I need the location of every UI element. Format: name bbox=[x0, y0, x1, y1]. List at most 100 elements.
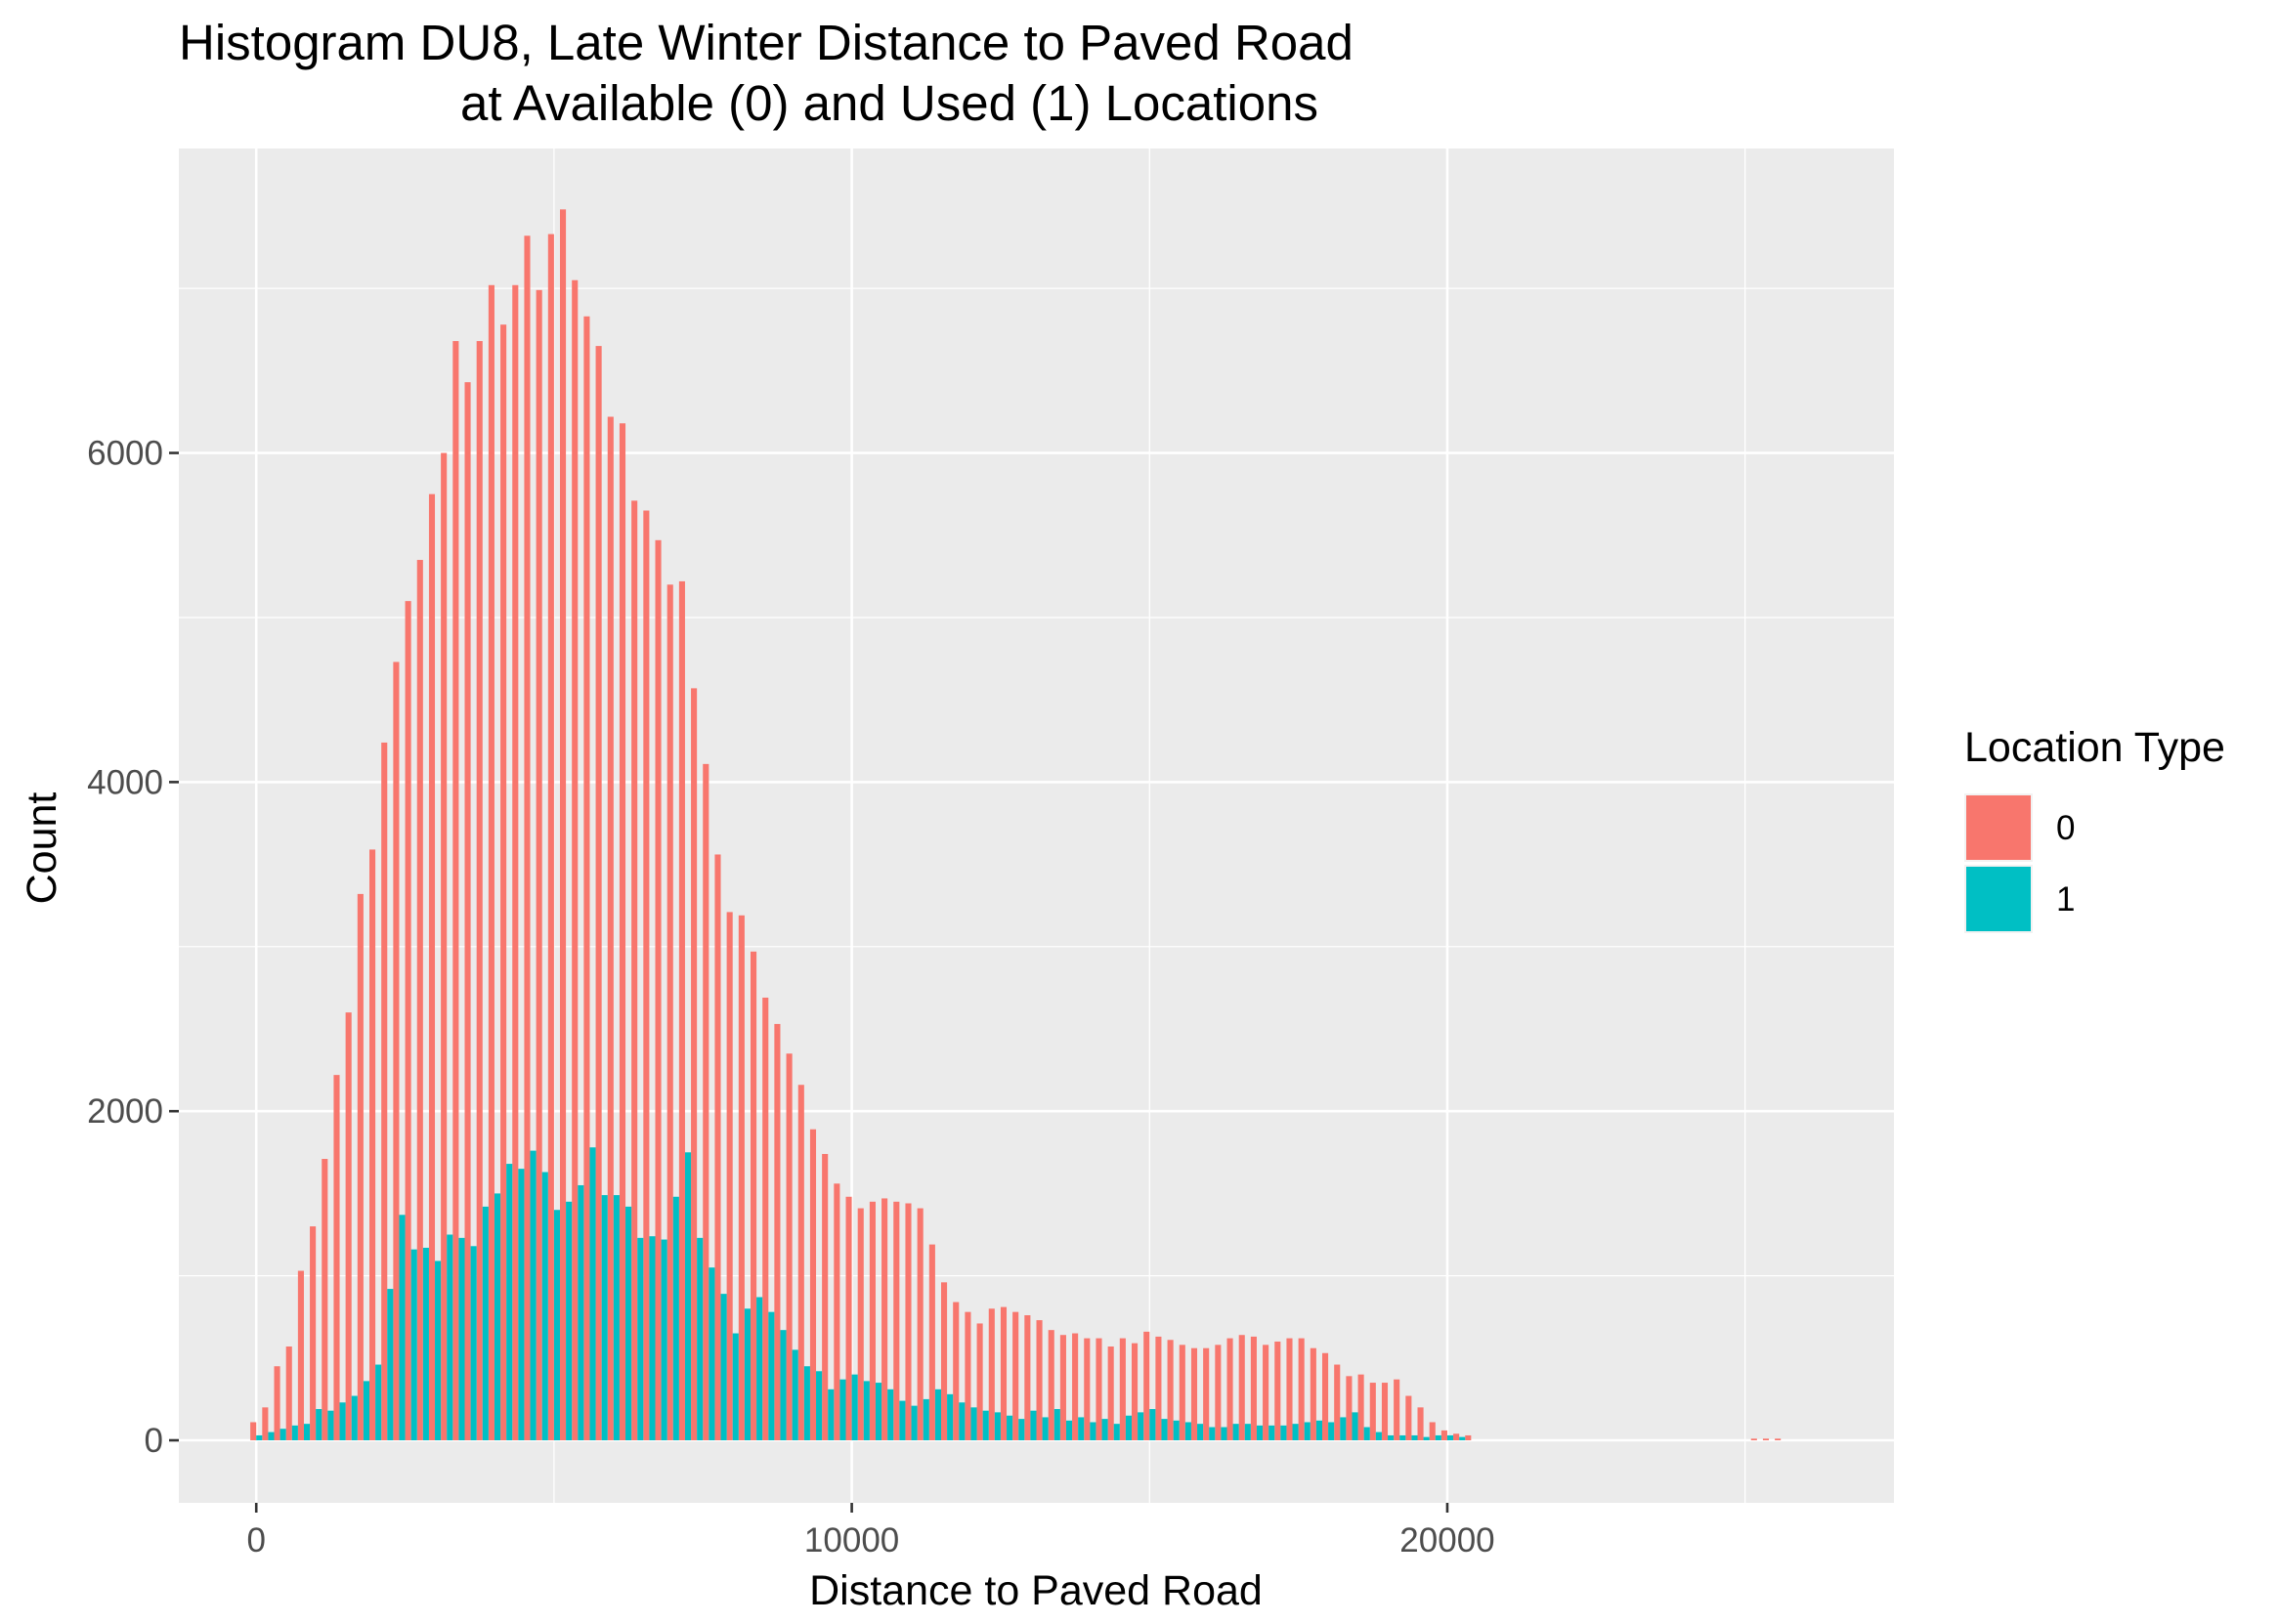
bar-series-1 bbox=[1280, 1425, 1287, 1441]
bar-series-0 bbox=[405, 601, 411, 1441]
bar-series-0 bbox=[583, 316, 590, 1441]
bar-series-1 bbox=[410, 1249, 417, 1441]
bar-series-1 bbox=[268, 1432, 275, 1441]
bar-series-1 bbox=[1125, 1415, 1132, 1441]
bar-series-0 bbox=[1107, 1346, 1114, 1441]
bar-series-0 bbox=[751, 951, 757, 1441]
bar-series-1 bbox=[363, 1381, 369, 1441]
bar-series-1 bbox=[1184, 1422, 1191, 1441]
bar-series-1 bbox=[1363, 1427, 1370, 1441]
bar-series-0 bbox=[1024, 1315, 1031, 1441]
bar-series-0 bbox=[1417, 1407, 1424, 1441]
bar-series-0 bbox=[1119, 1338, 1126, 1441]
bar-series-0 bbox=[893, 1201, 900, 1441]
bar-series-0 bbox=[643, 510, 650, 1441]
bar-series-0 bbox=[393, 662, 400, 1441]
bar-series-0 bbox=[1381, 1383, 1389, 1441]
y-axis: 0 2000 4000 6000 bbox=[87, 435, 179, 1460]
bar-series-0 bbox=[1357, 1374, 1364, 1441]
bar-series-1 bbox=[720, 1294, 727, 1441]
bar-series-0 bbox=[1084, 1338, 1091, 1441]
bar-series-0 bbox=[1190, 1347, 1198, 1441]
bar-series-0 bbox=[774, 1023, 781, 1441]
bar-series-1 bbox=[1304, 1422, 1311, 1441]
bar-series-0 bbox=[1072, 1333, 1079, 1441]
bar-series-0 bbox=[738, 915, 745, 1441]
bar-series-0 bbox=[1226, 1338, 1233, 1441]
bar-series-0 bbox=[678, 580, 685, 1441]
bar-series-1 bbox=[1149, 1409, 1156, 1441]
bar-series-1 bbox=[1221, 1427, 1227, 1441]
bar-series-1 bbox=[851, 1374, 858, 1441]
bar-series-1 bbox=[458, 1237, 465, 1441]
bar-series-1 bbox=[1101, 1419, 1108, 1441]
bar-series-0 bbox=[953, 1302, 960, 1441]
bar-series-1 bbox=[1340, 1417, 1347, 1441]
bar-series-1 bbox=[970, 1407, 977, 1441]
bar-series-1 bbox=[672, 1196, 679, 1441]
bar-series-0 bbox=[345, 1012, 352, 1441]
bar-series-0 bbox=[1203, 1347, 1210, 1441]
bar-series-1 bbox=[1435, 1434, 1441, 1441]
bar-series-1 bbox=[1078, 1417, 1085, 1441]
x-axis: 0 10000 20000 bbox=[246, 1503, 1495, 1560]
bar-series-1 bbox=[709, 1267, 715, 1441]
bar-series-1 bbox=[279, 1429, 286, 1441]
legend-swatch-0 bbox=[1966, 795, 2031, 860]
legend-label-1: 1 bbox=[2056, 880, 2075, 919]
bar-series-0 bbox=[857, 1208, 864, 1441]
bar-series-1 bbox=[256, 1434, 263, 1441]
bar-series-1 bbox=[828, 1389, 835, 1441]
bar-series-1 bbox=[506, 1164, 513, 1441]
bar-series-0 bbox=[1369, 1383, 1376, 1441]
bar-series-1 bbox=[1375, 1432, 1382, 1441]
bar-series-1 bbox=[637, 1237, 644, 1441]
bar-series-1 bbox=[291, 1425, 298, 1441]
bar-series-1 bbox=[1197, 1424, 1204, 1441]
bar-series-0 bbox=[1465, 1434, 1472, 1441]
bar-series-1 bbox=[1161, 1419, 1168, 1441]
bar-series-1 bbox=[899, 1400, 906, 1441]
bar-series-1 bbox=[684, 1152, 692, 1441]
bar-series-0 bbox=[619, 423, 626, 1441]
bar-series-1 bbox=[375, 1364, 382, 1441]
bar-series-0 bbox=[1155, 1336, 1162, 1441]
chart-subtitle: at Available (0) and Used (1) Locations bbox=[460, 75, 1318, 131]
bar-series-0 bbox=[464, 382, 471, 1441]
bar-series-0 bbox=[381, 742, 388, 1441]
bar-series-1 bbox=[768, 1311, 775, 1441]
bar-series-0 bbox=[1453, 1433, 1460, 1441]
bar-series-0 bbox=[452, 341, 459, 1441]
bar-series-1 bbox=[649, 1236, 656, 1441]
bar-series-0 bbox=[726, 912, 733, 1441]
bar-series-0 bbox=[1132, 1343, 1139, 1441]
bar-series-1 bbox=[959, 1402, 966, 1441]
bar-series-1 bbox=[553, 1210, 560, 1441]
bar-series-0 bbox=[714, 854, 721, 1441]
bar-series-0 bbox=[1274, 1341, 1281, 1441]
bar-series-1 bbox=[803, 1366, 810, 1441]
legend-keys: 01 bbox=[1964, 793, 2075, 933]
legend-title: Location Type bbox=[1964, 724, 2225, 771]
x-tick-label: 20000 bbox=[1399, 1521, 1494, 1560]
bar-series-0 bbox=[1179, 1345, 1185, 1441]
bar-series-1 bbox=[422, 1247, 429, 1441]
bar-series-1 bbox=[934, 1389, 941, 1441]
bar-series-0 bbox=[512, 284, 519, 1441]
bar-series-1 bbox=[1065, 1420, 1073, 1441]
bar-series-1 bbox=[911, 1405, 918, 1441]
bar-series-1 bbox=[1423, 1436, 1430, 1441]
bar-series-0 bbox=[607, 416, 614, 1441]
bar-series-1 bbox=[435, 1261, 442, 1441]
bar-series-0 bbox=[416, 560, 423, 1441]
bar-series-1 bbox=[994, 1412, 1001, 1441]
legend-swatch-1 bbox=[1966, 867, 2031, 931]
bar-series-1 bbox=[1042, 1417, 1049, 1441]
bar-series-1 bbox=[541, 1172, 548, 1441]
chart-title: Histogram DU8, Late Winter Distance to P… bbox=[179, 15, 1354, 70]
bar-series-0 bbox=[1215, 1345, 1222, 1441]
legend-label-0: 0 bbox=[2056, 809, 2075, 847]
bar-series-0 bbox=[631, 500, 638, 1441]
plot-panel bbox=[179, 149, 1894, 1503]
bar-series-1 bbox=[1256, 1425, 1264, 1441]
